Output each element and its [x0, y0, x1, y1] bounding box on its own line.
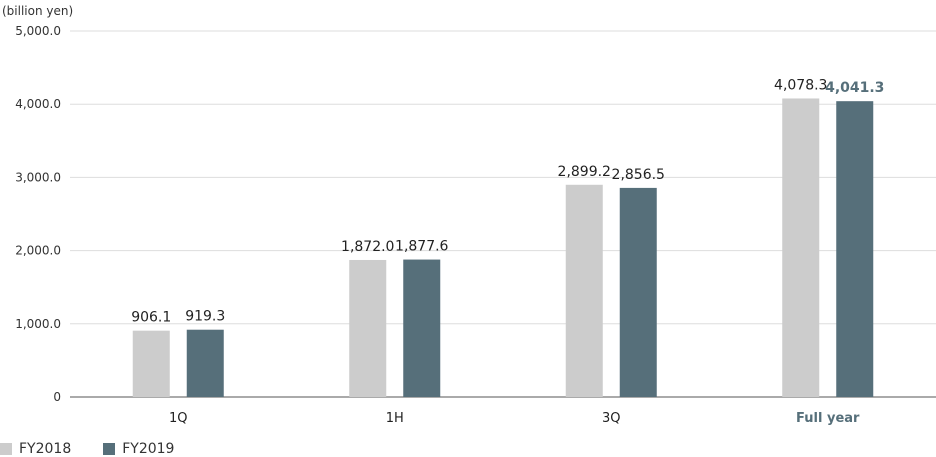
x-category-label: 1H: [386, 411, 404, 426]
legend-label-fy2018: FY2018: [19, 441, 72, 457]
bar-fy2019: [619, 187, 657, 397]
x-category-label: 3Q: [602, 411, 621, 426]
data-label-fy2018: 2,899.2: [558, 164, 611, 180]
bar-fy2019: [403, 259, 441, 397]
y-tick-label: 4,000.0: [15, 97, 61, 111]
y-axis-unit-label: (billion yen): [2, 4, 73, 18]
legend-label-fy2019: FY2019: [122, 441, 175, 457]
bar-fy2018: [782, 98, 820, 397]
legend-swatch-fy2018: [0, 443, 12, 455]
data-label-fy2019: 919.3: [185, 309, 225, 325]
bar-fy2018: [132, 330, 170, 397]
bar-fy2019: [186, 329, 224, 397]
bar-fy2018: [565, 184, 603, 397]
legend-item-fy2018: FY2018: [0, 441, 71, 457]
bar-fy2019: [836, 101, 874, 397]
y-tick-label: 1,000.0: [15, 317, 61, 331]
y-tick-label: 0: [53, 390, 61, 404]
y-tick-label: 2,000.0: [15, 244, 61, 258]
x-category-label: Full year: [796, 411, 860, 426]
x-category-label: 1Q: [169, 411, 188, 426]
data-label-fy2019: 2,856.5: [612, 167, 665, 183]
data-label-fy2018: 906.1: [131, 310, 171, 326]
data-label-fy2018: 4,078.3: [774, 77, 827, 93]
legend-item-fy2019: FY2019: [103, 441, 174, 457]
y-tick-label: 5,000.0: [15, 24, 61, 38]
legend-swatch-fy2019: [103, 443, 116, 455]
data-label-fy2019: 1,877.6: [395, 239, 449, 255]
legend: FY2018 FY2019: [0, 441, 206, 457]
data-label-fy2018: 1,872.0: [341, 239, 394, 255]
bar-chart: (billion yen) 0 1,000.0 2,000.0 3,000.0 4,00…: [2, 4, 936, 426]
y-tick-label: 3,000.0: [15, 170, 61, 184]
data-label-fy2019: 4,041.3: [825, 80, 884, 96]
bar-fy2018: [349, 259, 387, 397]
